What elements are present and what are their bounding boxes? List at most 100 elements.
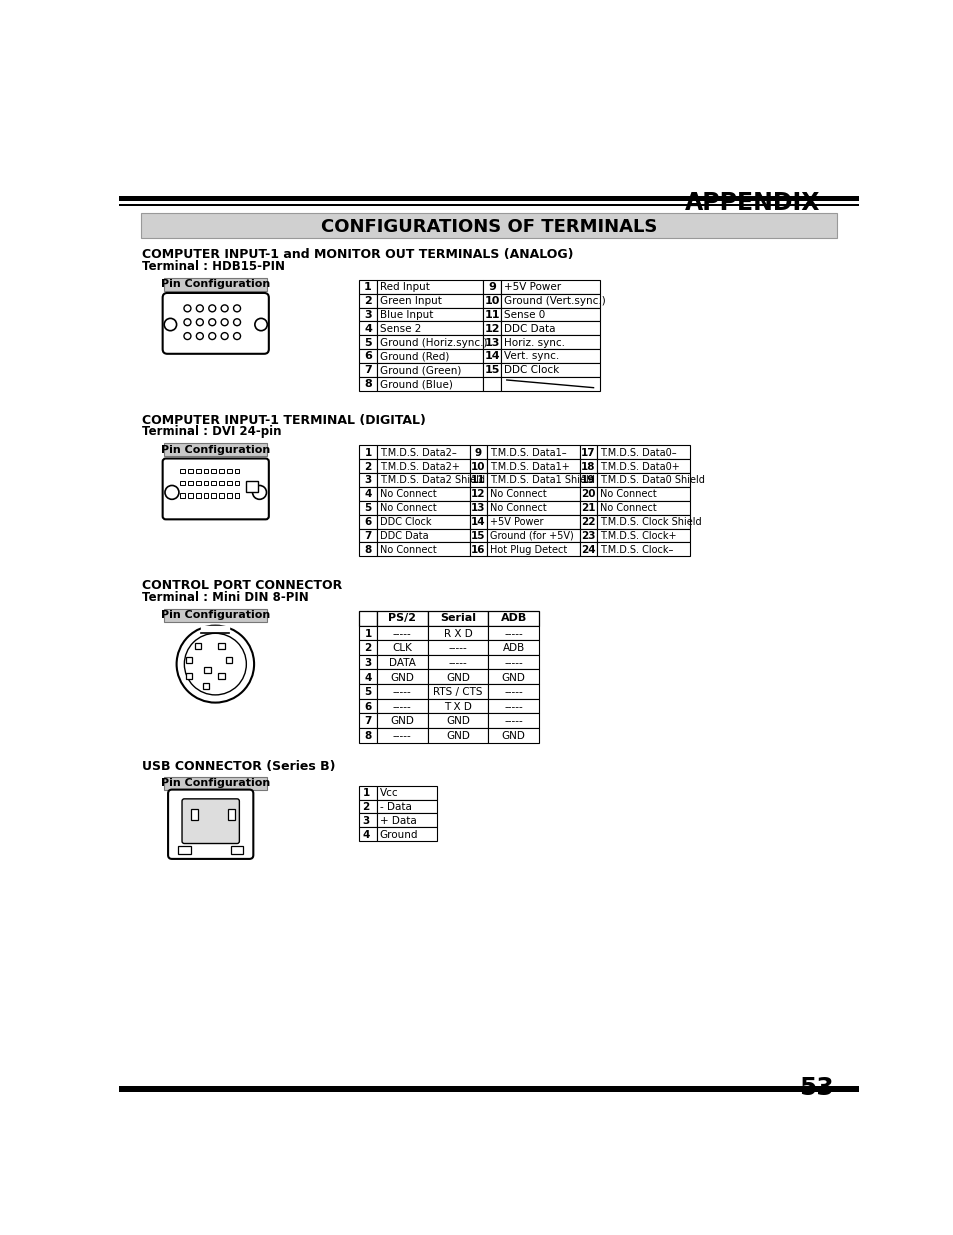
Bar <box>376 699 427 714</box>
Bar <box>227 480 232 485</box>
Bar <box>359 542 376 556</box>
Text: GND: GND <box>445 716 470 726</box>
Bar <box>376 336 483 350</box>
Bar <box>579 501 596 515</box>
Bar <box>180 493 185 498</box>
Text: Vcc: Vcc <box>379 788 397 798</box>
Text: USB CONNECTOR (Series B): USB CONNECTOR (Series B) <box>142 760 335 773</box>
Text: 4: 4 <box>364 673 372 683</box>
Bar <box>376 669 427 684</box>
Bar <box>469 446 486 459</box>
Text: 15: 15 <box>471 531 485 541</box>
Bar <box>234 493 239 498</box>
Bar <box>359 727 376 742</box>
Bar <box>141 212 836 237</box>
Text: 17: 17 <box>580 448 595 458</box>
Bar <box>212 480 216 485</box>
Text: No Connect: No Connect <box>379 489 436 499</box>
Bar <box>359 640 376 655</box>
Text: 12: 12 <box>484 324 499 333</box>
Text: 5: 5 <box>364 687 372 698</box>
Text: 13: 13 <box>484 337 499 347</box>
Text: Ground (Blue): Ground (Blue) <box>379 379 452 389</box>
Bar <box>579 459 596 473</box>
Bar <box>195 480 200 485</box>
Text: 3: 3 <box>362 816 370 826</box>
Text: CONTROL PORT CONNECTOR: CONTROL PORT CONNECTOR <box>142 579 342 593</box>
Circle shape <box>164 319 176 331</box>
Bar <box>376 684 427 699</box>
Text: Terminal : Mini DIN 8-PIN: Terminal : Mini DIN 8-PIN <box>142 592 309 604</box>
Circle shape <box>233 332 240 340</box>
Text: Green Input: Green Input <box>379 296 441 306</box>
Circle shape <box>209 319 215 326</box>
Text: - Data: - Data <box>379 802 411 811</box>
Bar <box>486 487 579 501</box>
Text: T.M.D.S. Data1 Shield: T.M.D.S. Data1 Shield <box>489 475 594 485</box>
Text: -----: ----- <box>504 701 522 711</box>
Circle shape <box>165 485 179 499</box>
Text: Terminal : HDB15-PIN: Terminal : HDB15-PIN <box>142 259 285 273</box>
Bar <box>359 785 376 799</box>
Text: T.M.D.S. Data2+: T.M.D.S. Data2+ <box>379 462 459 472</box>
Bar <box>204 480 208 485</box>
Bar <box>486 459 579 473</box>
Bar <box>596 529 689 542</box>
Bar <box>486 529 579 542</box>
Text: 1: 1 <box>364 448 372 458</box>
Bar <box>483 336 500 350</box>
Text: Sense 0: Sense 0 <box>503 310 544 320</box>
Bar <box>500 308 599 321</box>
Circle shape <box>209 332 215 340</box>
Bar <box>579 473 596 487</box>
Text: 4: 4 <box>364 324 372 333</box>
Bar <box>164 609 267 621</box>
Text: CONFIGURATIONS OF TERMINALS: CONFIGURATIONS OF TERMINALS <box>320 217 657 236</box>
Bar <box>359 473 376 487</box>
Bar <box>469 542 486 556</box>
FancyBboxPatch shape <box>182 799 239 844</box>
Text: 16: 16 <box>471 545 485 555</box>
Bar <box>376 655 427 669</box>
Text: 19: 19 <box>580 475 595 485</box>
Circle shape <box>253 485 266 499</box>
Bar <box>376 529 469 542</box>
Text: No Connect: No Connect <box>599 489 656 499</box>
Text: 9: 9 <box>474 448 481 458</box>
Bar <box>488 611 538 626</box>
Text: T.M.D.S. Data2 Shield: T.M.D.S. Data2 Shield <box>379 475 484 485</box>
Text: Sense 2: Sense 2 <box>379 324 420 333</box>
Text: T.M.D.S. Data0–: T.M.D.S. Data0– <box>599 448 676 458</box>
Bar <box>500 363 599 377</box>
Text: 2: 2 <box>364 462 372 472</box>
Text: 24: 24 <box>580 545 595 555</box>
Bar <box>427 655 488 669</box>
Text: 5: 5 <box>364 337 372 347</box>
Bar <box>500 336 599 350</box>
Bar <box>359 280 376 294</box>
Bar <box>500 294 599 308</box>
Text: 2: 2 <box>364 643 372 653</box>
Text: 1: 1 <box>364 282 372 293</box>
Text: COMPUTER INPUT-1 and MONITOR OUT TERMINALS (ANALOG): COMPUTER INPUT-1 and MONITOR OUT TERMINA… <box>142 248 574 262</box>
Circle shape <box>254 319 267 331</box>
Bar <box>359 626 376 640</box>
Text: 7: 7 <box>364 716 372 726</box>
Bar <box>212 468 216 473</box>
Bar <box>427 626 488 640</box>
Text: T.M.D.S. Data1+: T.M.D.S. Data1+ <box>489 462 569 472</box>
Bar <box>483 308 500 321</box>
Bar <box>376 363 483 377</box>
Text: No Connect: No Connect <box>489 489 546 499</box>
Bar <box>483 321 500 336</box>
Text: CLK: CLK <box>392 643 412 653</box>
FancyBboxPatch shape <box>162 458 269 520</box>
Text: GND: GND <box>445 673 470 683</box>
Bar <box>219 468 224 473</box>
Bar <box>427 684 488 699</box>
Text: Pin Configuration: Pin Configuration <box>161 778 271 788</box>
Text: T.M.D.S. Data0 Shield: T.M.D.S. Data0 Shield <box>599 475 704 485</box>
Bar <box>500 350 599 363</box>
Text: +5V Power: +5V Power <box>489 517 542 527</box>
Bar <box>204 468 208 473</box>
